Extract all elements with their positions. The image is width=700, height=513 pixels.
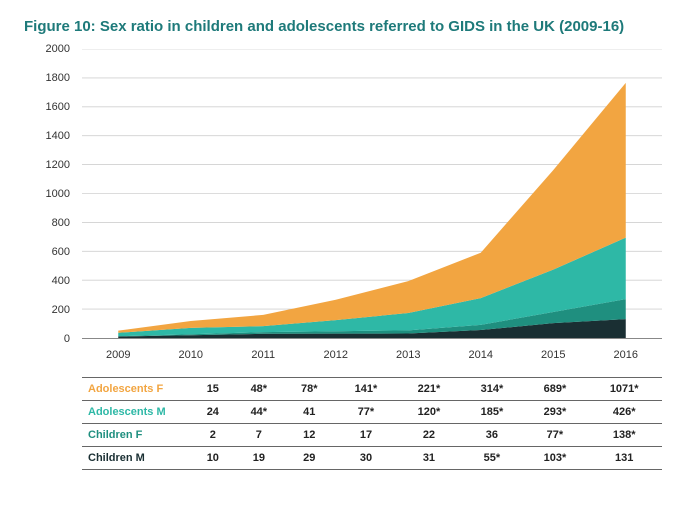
cell-value: 103* — [523, 447, 586, 470]
cell-value: 29 — [284, 447, 334, 470]
x-tick-label: 2016 — [590, 345, 663, 367]
cell-value: 44* — [234, 401, 284, 424]
y-tick-label: 800 — [52, 217, 70, 229]
cell-value: 24 — [192, 401, 234, 424]
cell-value: 314* — [460, 378, 523, 401]
x-tick-label: 2015 — [517, 345, 590, 367]
cell-value: 185* — [460, 401, 523, 424]
x-tick-label: 2009 — [82, 345, 155, 367]
cell-value: 141* — [334, 378, 397, 401]
cell-value: 55* — [460, 447, 523, 470]
cell-value: 1071* — [586, 378, 662, 401]
x-tick-label: 2010 — [155, 345, 228, 367]
data-table: Adolescents F1548*78*141*221*314*689*107… — [82, 377, 662, 470]
table-row: Adolescents F1548*78*141*221*314*689*107… — [82, 378, 662, 401]
cell-value: 78* — [284, 378, 334, 401]
cell-value: 221* — [397, 378, 460, 401]
y-tick-label: 200 — [52, 304, 70, 316]
row-label: Adolescents M — [82, 401, 192, 424]
cell-value: 77* — [334, 401, 397, 424]
cell-value: 30 — [334, 447, 397, 470]
cell-value: 120* — [397, 401, 460, 424]
cell-value: 77* — [523, 424, 586, 447]
cell-value: 2 — [192, 424, 234, 447]
y-tick-label: 0 — [64, 333, 70, 345]
y-tick-label: 1800 — [46, 72, 70, 84]
cell-value: 12 — [284, 424, 334, 447]
row-label: Children F — [82, 424, 192, 447]
cell-value: 689* — [523, 378, 586, 401]
cell-value: 48* — [234, 378, 284, 401]
plot-area — [82, 49, 662, 339]
page-title: Figure 10: Sex ratio in children and ado… — [24, 18, 676, 35]
y-tick-label: 1000 — [46, 188, 70, 200]
table-row: Children F271217223677*138* — [82, 424, 662, 447]
chart-svg — [82, 49, 662, 338]
cell-value: 36 — [460, 424, 523, 447]
cell-value: 22 — [397, 424, 460, 447]
x-tick-label: 2011 — [227, 345, 300, 367]
cell-value: 426* — [586, 401, 662, 424]
y-tick-label: 2000 — [46, 43, 70, 55]
y-tick-label: 1600 — [46, 101, 70, 113]
y-tick-label: 400 — [52, 275, 70, 287]
cell-value: 19 — [234, 447, 284, 470]
table-row: Children M101929303155*103*131 — [82, 447, 662, 470]
cell-value: 138* — [586, 424, 662, 447]
cell-value: 15 — [192, 378, 234, 401]
x-axis-labels: 20092010201120122013201420152016 — [82, 345, 662, 367]
y-tick-label: 600 — [52, 246, 70, 258]
area-chart: 0200400600800100012001400160018002000 20… — [30, 47, 670, 367]
cell-value: 31 — [397, 447, 460, 470]
cell-value: 10 — [192, 447, 234, 470]
table-row: Adolescents M2444*4177*120*185*293*426* — [82, 401, 662, 424]
cell-value: 293* — [523, 401, 586, 424]
cell-value: 41 — [284, 401, 334, 424]
cell-value: 131 — [586, 447, 662, 470]
y-tick-label: 1200 — [46, 159, 70, 171]
y-axis-labels: 0200400600800100012001400160018002000 — [30, 47, 76, 367]
x-tick-label: 2013 — [372, 345, 445, 367]
y-tick-label: 1400 — [46, 130, 70, 142]
x-tick-label: 2012 — [300, 345, 373, 367]
row-label: Children M — [82, 447, 192, 470]
cell-value: 7 — [234, 424, 284, 447]
x-tick-label: 2014 — [445, 345, 518, 367]
cell-value: 17 — [334, 424, 397, 447]
row-label: Adolescents F — [82, 378, 192, 401]
